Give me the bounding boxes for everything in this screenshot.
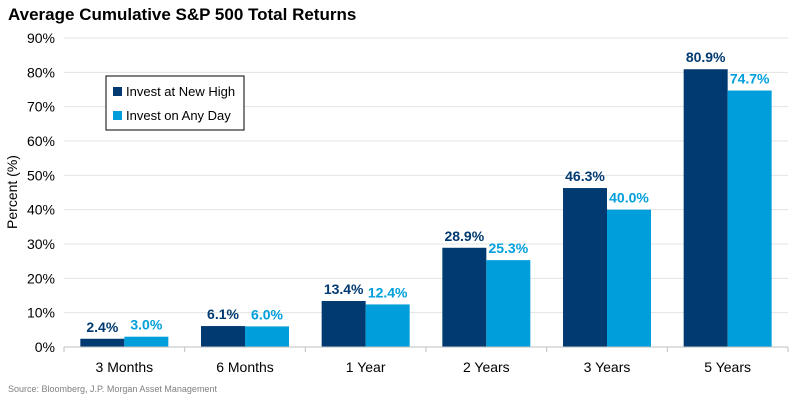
y-tick-label: 80% bbox=[27, 64, 55, 80]
y-tick-label: 70% bbox=[27, 99, 55, 115]
x-tick-label: 1 Year bbox=[346, 359, 386, 375]
data-label-invest-at-new-high-1-year: 13.4% bbox=[324, 281, 364, 297]
y-tick-label: 60% bbox=[27, 133, 55, 149]
y-tick-label: 40% bbox=[27, 202, 55, 218]
data-label-invest-on-any-day-1-year: 12.4% bbox=[368, 284, 408, 300]
bar-invest-on-any-day-1-year bbox=[365, 304, 410, 347]
data-labels: 2.4% 3.0% 6.1% 6.0% 13.4% 12.4% 28.9%25.3% 46.3… bbox=[86, 49, 770, 335]
x-tick-label: 2 Years bbox=[463, 359, 510, 375]
y-tick-label: 90% bbox=[27, 30, 55, 46]
y-tick-label: 20% bbox=[27, 270, 55, 286]
legend-label-invest-at-new-high: Invest at New High bbox=[126, 84, 235, 99]
bar-invest-at-new-high-6-months bbox=[201, 326, 245, 347]
bar-invest-at-new-high-2-years bbox=[442, 247, 487, 347]
legend: Invest at New High Invest on Any Day bbox=[105, 75, 245, 131]
x-axis-ticks: 3 Months 6 Months 1 Year 2 Years 3 Years 5 Ye… bbox=[63, 347, 789, 375]
bar-invest-on-any-day-5-years bbox=[727, 90, 772, 347]
legend-box bbox=[105, 75, 245, 131]
y-axis-ticks: 0% 10% 20% 30% 40% 50% 60% 70% 80% 90% bbox=[27, 30, 55, 355]
y-tick-label: 30% bbox=[27, 236, 55, 252]
x-tick-label: 3 Months bbox=[96, 359, 154, 375]
data-label-invest-at-new-high-3-years: 46.3% bbox=[565, 168, 605, 184]
y-tick-label: 50% bbox=[27, 167, 55, 183]
data-label-invest-at-new-high-6-months: 6.1% bbox=[207, 306, 239, 322]
bar-invest-at-new-high-1-year bbox=[321, 300, 366, 347]
bar-invest-at-new-high-3-months bbox=[80, 338, 125, 347]
gridlines bbox=[64, 37, 788, 314]
data-label-invest-on-any-day-6-months: 6.0% bbox=[251, 306, 283, 322]
bar-invest-at-new-high-3-years bbox=[563, 188, 607, 347]
y-tick-label: 10% bbox=[27, 305, 55, 321]
bar-invest-on-any-day-3-years bbox=[607, 209, 651, 347]
bar-invest-at-new-high-5-years bbox=[683, 69, 728, 347]
y-axis-label: Percent (%) bbox=[4, 155, 20, 229]
data-label-invest-at-new-high-3-months: 2.4% bbox=[86, 319, 118, 335]
source-note: Source: Bloomberg, J.P. Morgan Asset Man… bbox=[8, 384, 217, 394]
data-label-invest-on-any-day-5-years: 74.7% bbox=[730, 71, 770, 87]
y-tick-label: 0% bbox=[35, 339, 55, 355]
data-label-invest-on-any-day-3-years: 40.0% bbox=[609, 190, 649, 206]
x-tick-label: 3 Years bbox=[584, 359, 631, 375]
legend-swatch-invest-on-any-day bbox=[113, 111, 122, 120]
chart-title: Average Cumulative S&P 500 Total Returns bbox=[8, 5, 357, 24]
data-label-invest-at-new-high-5-years: 80.9% bbox=[686, 49, 726, 65]
x-tick-label: 5 Years bbox=[704, 359, 751, 375]
data-label-invest-at-new-high-2-years: 28.9% bbox=[444, 228, 484, 244]
legend-label-invest-on-any-day: Invest on Any Day bbox=[126, 108, 231, 123]
bars bbox=[80, 69, 772, 347]
legend-swatch-invest-at-new-high bbox=[113, 87, 122, 96]
bar-invest-on-any-day-3-months bbox=[124, 336, 169, 347]
data-label-invest-on-any-day-3-months: 3.0% bbox=[130, 317, 162, 333]
bar-invest-on-any-day-6-months bbox=[245, 326, 289, 347]
data-label-invest-on-any-day-2-years: 25.3% bbox=[488, 240, 528, 256]
x-tick-label: 6 Months bbox=[216, 359, 274, 375]
bar-invest-on-any-day-2-years bbox=[486, 260, 531, 347]
